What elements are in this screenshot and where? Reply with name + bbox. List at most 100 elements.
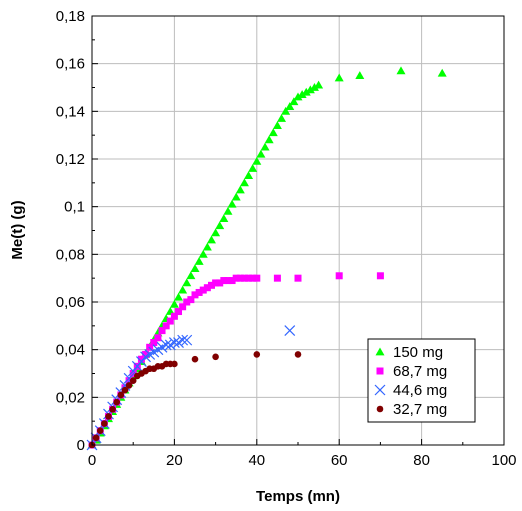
data-point: [224, 277, 232, 285]
y-tick-label: 0,14: [56, 103, 85, 120]
data-point: [142, 350, 150, 358]
data-point: [219, 214, 229, 222]
y-axis-title: Me(t) (g): [9, 200, 26, 259]
data-point: [175, 308, 183, 316]
data-point: [212, 353, 219, 361]
data-point: [334, 73, 344, 82]
data-point: [260, 142, 270, 151]
x-axis-title: Temps (mn): [256, 488, 340, 505]
x-tick-label: 100: [491, 452, 516, 469]
data-point: [301, 87, 311, 96]
y-tick-label: 0,12: [56, 151, 85, 168]
data-points: [86, 66, 447, 451]
series-4: [88, 351, 302, 449]
data-point: [129, 377, 137, 384]
data-point: [376, 272, 384, 280]
data-point: [252, 156, 262, 165]
data-point: [240, 274, 248, 282]
data-point: [272, 121, 282, 130]
y-tick-label: 0,18: [56, 8, 85, 25]
data-point: [215, 221, 225, 230]
data-point: [273, 274, 281, 282]
data-point: [96, 427, 104, 435]
y-tick-label: 0,02: [56, 389, 85, 406]
x-tick-label: 20: [166, 452, 183, 469]
legend-label: 44,6 mg: [393, 382, 447, 399]
data-point: [177, 334, 189, 346]
data-point: [281, 106, 291, 115]
data-point: [216, 279, 224, 287]
data-point: [178, 285, 188, 294]
data-point: [228, 277, 236, 285]
data-point: [314, 80, 324, 89]
data-point: [186, 271, 196, 280]
data-point: [231, 192, 241, 201]
data-point: [198, 249, 208, 258]
y-tick-labels: 0 0,02 0,04 0,06 0,08 0,1 0,12 0,14 0,16 0,18: [56, 8, 85, 454]
data-point: [92, 434, 100, 442]
x-tick-label: 60: [331, 452, 348, 469]
data-point: [174, 292, 184, 301]
y-tick-label: 0,04: [56, 342, 85, 359]
data-point: [150, 339, 158, 347]
data-point: [256, 149, 266, 158]
data-point: [101, 420, 108, 427]
data-point: [239, 178, 249, 187]
data-point: [179, 303, 187, 311]
data-point: [223, 206, 233, 215]
legend: 150 mg 68,7 mg 44,6 mg 32,7 mg: [367, 338, 476, 423]
legend-marker: [375, 347, 385, 356]
data-point: [119, 379, 131, 391]
data-point: [117, 391, 125, 399]
data-point: [125, 382, 133, 389]
legend-label: 68,7 mg: [393, 363, 447, 380]
data-point: [285, 102, 295, 110]
data-point: [396, 66, 406, 75]
data-point: [335, 272, 343, 280]
legend-box: [367, 338, 476, 423]
legend-marker: [376, 405, 384, 413]
data-point: [248, 164, 258, 172]
data-point: [437, 68, 447, 77]
data-point: [277, 113, 287, 122]
data-point: [253, 351, 261, 358]
x-tick-label: 80: [413, 452, 430, 469]
data-point: [199, 286, 207, 294]
data-point: [220, 277, 228, 285]
data-point: [289, 97, 299, 106]
y-tick-label: 0,06: [56, 294, 85, 311]
data-point: [158, 327, 166, 335]
data-point: [211, 228, 221, 237]
data-point: [166, 317, 174, 325]
data-point: [294, 351, 302, 358]
data-point: [253, 274, 261, 282]
data-point: [206, 235, 216, 244]
data-point: [183, 298, 191, 306]
data-point: [232, 274, 240, 282]
x-tick-label: 40: [248, 452, 265, 469]
y-tick-label: 0,08: [56, 246, 85, 263]
data-point: [294, 274, 302, 282]
data-point: [162, 322, 170, 330]
data-point: [309, 83, 319, 91]
y-tick-label: 0,16: [56, 56, 85, 73]
data-point: [190, 264, 200, 273]
data-point: [202, 242, 212, 251]
data-point: [227, 199, 237, 208]
data-point: [105, 413, 112, 420]
data-point: [195, 288, 203, 296]
data-point: [154, 334, 162, 342]
legend-label: 150 mg: [393, 344, 443, 361]
data-point: [109, 405, 116, 413]
legend-label: 32,7 mg: [393, 401, 447, 418]
data-point: [284, 325, 296, 337]
data-point: [207, 281, 215, 289]
data-point: [182, 278, 192, 287]
data-point: [212, 279, 220, 287]
data-point: [160, 339, 172, 351]
data-point: [245, 274, 253, 282]
data-point: [121, 386, 129, 394]
data-point: [293, 92, 303, 101]
data-point: [355, 71, 365, 79]
